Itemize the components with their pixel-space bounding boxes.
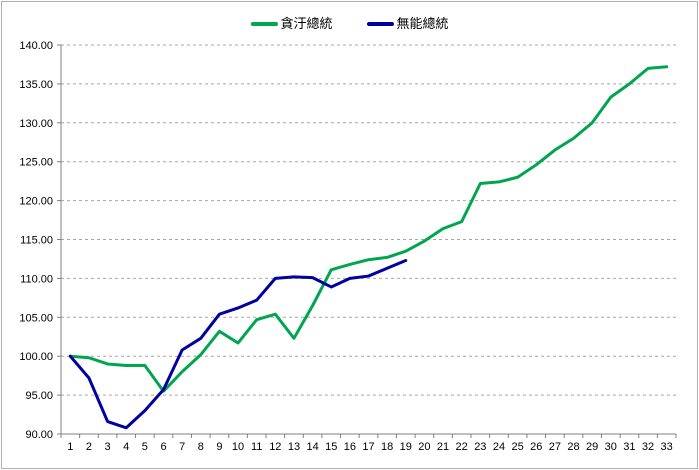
x-tick-label: 20 [418, 441, 430, 453]
y-tick-label: 130.00 [19, 118, 53, 130]
x-tick-label: 29 [586, 441, 598, 453]
y-tick-label: 140.00 [19, 40, 53, 52]
x-tick-label: 8 [198, 441, 204, 453]
legend-label-corrupt-president: 貪汙總統 [280, 16, 333, 31]
x-tick-label: 3 [105, 441, 111, 453]
y-tick-label: 100.00 [19, 351, 53, 363]
x-tick-label: 30 [605, 441, 617, 453]
y-gridlines [61, 44, 676, 396]
y-tick-label: 95.00 [25, 390, 53, 402]
x-tick-label: 22 [456, 441, 468, 453]
y-tick-label: 110.00 [20, 273, 53, 285]
x-tick-label: 5 [142, 441, 148, 453]
legend-item-corrupt-president: 貪汙總統 [250, 16, 333, 31]
x-tick-label: 6 [160, 441, 166, 453]
y-tick-label: 120.00 [19, 196, 53, 208]
x-tick-label: 11 [251, 441, 262, 453]
x-tick-label: 17 [362, 441, 374, 453]
x-tick-label: 26 [530, 441, 542, 453]
x-tick-label: 7 [179, 441, 185, 453]
x-tick-label: 24 [493, 441, 505, 453]
legend-swatch-corrupt-president [250, 21, 278, 26]
x-tick-label: 23 [474, 441, 486, 453]
legend: 貪汙總統 無能總統 [250, 16, 449, 31]
x-tick-label: 19 [400, 441, 412, 453]
series-incompetent-president-line [68, 259, 408, 430]
series-corrupt-president-line [68, 65, 669, 393]
x-tick-label: 28 [567, 441, 579, 453]
x-tick-label: 27 [549, 441, 561, 453]
x-tick-label: 16 [344, 441, 356, 453]
x-tick-label: 2 [86, 441, 92, 453]
x-tick-label: 15 [325, 441, 337, 453]
x-tick-label: 1 [67, 441, 73, 453]
x-tick-label: 32 [642, 441, 654, 453]
y-tick-label: 115.00 [20, 235, 53, 247]
x-tick-label: 33 [661, 441, 673, 453]
y-tick-label: 135.00 [19, 79, 53, 91]
x-axis-labels: 1 2 3 4 5 6 7 8 9 10 11 12 13 14 15 16 17 18 19 20 21 22 23 24 2… [60, 434, 677, 453]
legend-swatch-incompetent-president [366, 21, 394, 26]
x-tick-label: 12 [269, 441, 281, 453]
legend-label-incompetent-president: 無能總統 [396, 16, 449, 31]
x-tick-label: 13 [288, 441, 300, 453]
x-tick-label: 9 [216, 441, 222, 453]
x-tick-label: 14 [306, 441, 318, 453]
x-tick-label: 18 [381, 441, 393, 453]
legend-item-incompetent-president: 無能總統 [366, 16, 449, 31]
y-tick-label: 125.00 [19, 157, 53, 169]
y-tick-label: 105.00 [19, 312, 53, 324]
x-tick-label: 21 [437, 441, 449, 453]
x-tick-label: 4 [123, 441, 129, 453]
x-tick-label: 10 [232, 441, 244, 453]
x-tick-label: 25 [511, 441, 523, 453]
y-axis-labels: 90.00 95.00 100.00 105.00 110.00 115.00 120.00… [19, 40, 61, 441]
x-tick-label: 31 [623, 441, 635, 453]
y-tick-label: 90.00 [25, 429, 53, 441]
